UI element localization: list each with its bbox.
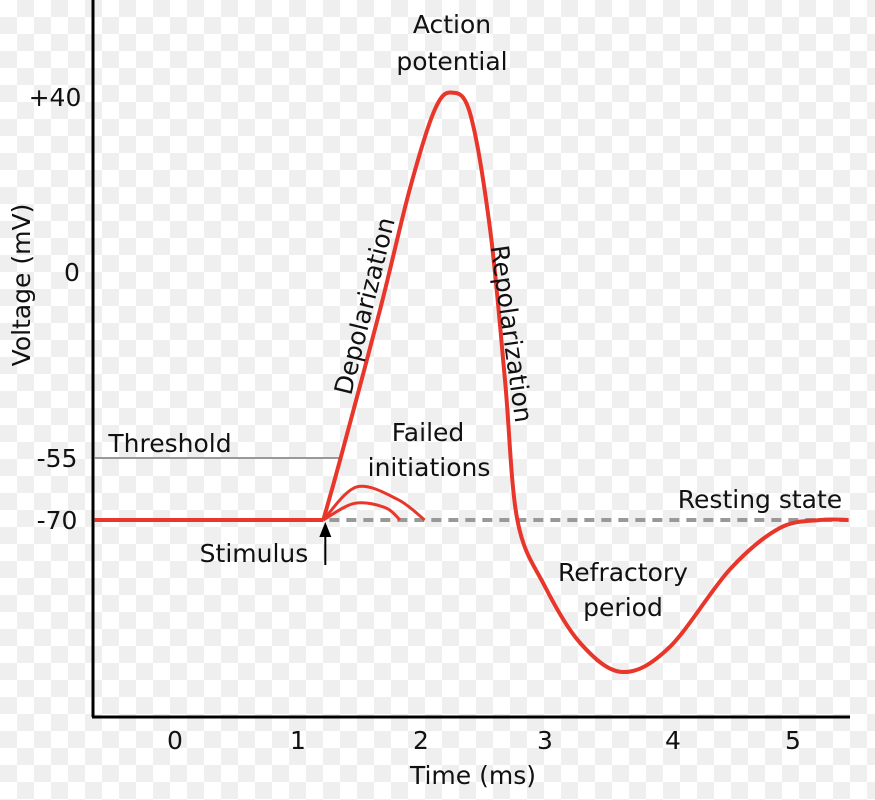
y-tick-label: +40 (29, 83, 82, 112)
stimulus-arrow-icon (319, 522, 332, 537)
y-tick-label: -70 (37, 506, 78, 535)
label-repolarization: Repolarization (485, 243, 539, 424)
y-axis-label: Voltage (mV) (7, 204, 36, 367)
x-tick-label: 3 (537, 726, 553, 755)
x-axis-label: Time (ms) (409, 761, 536, 790)
x-tick-label: 2 (413, 726, 429, 755)
y-tick-labels: +40 0 -55 -70 (29, 83, 82, 535)
label-action-potential: Action (413, 10, 491, 39)
label-failed-initiations: Failed (392, 418, 465, 447)
x-tick-labels: 0 1 2 3 4 5 (167, 726, 801, 755)
x-tick-label: 1 (290, 726, 306, 755)
label-refractory-period: period (583, 593, 663, 622)
label-resting-state: Resting state (678, 485, 842, 514)
x-tick-label: 0 (167, 726, 183, 755)
action-potential-curve (321, 90, 849, 675)
label-failed-initiations: initiations (368, 453, 491, 482)
label-stimulus: Stimulus (200, 539, 309, 568)
annotations: Action potential Depolarization Repolari… (107, 10, 842, 622)
y-tick-label: -55 (37, 444, 78, 473)
label-refractory-period: Refractory (558, 558, 688, 587)
y-tick-label: 0 (64, 258, 80, 287)
x-tick-label: 5 (785, 726, 801, 755)
failed-initiation-curve (322, 484, 426, 522)
curves (94, 90, 849, 675)
label-action-potential: potential (396, 47, 507, 76)
failed-initiation-curve (322, 501, 401, 522)
x-tick-label: 4 (665, 726, 681, 755)
label-threshold: Threshold (107, 429, 231, 458)
